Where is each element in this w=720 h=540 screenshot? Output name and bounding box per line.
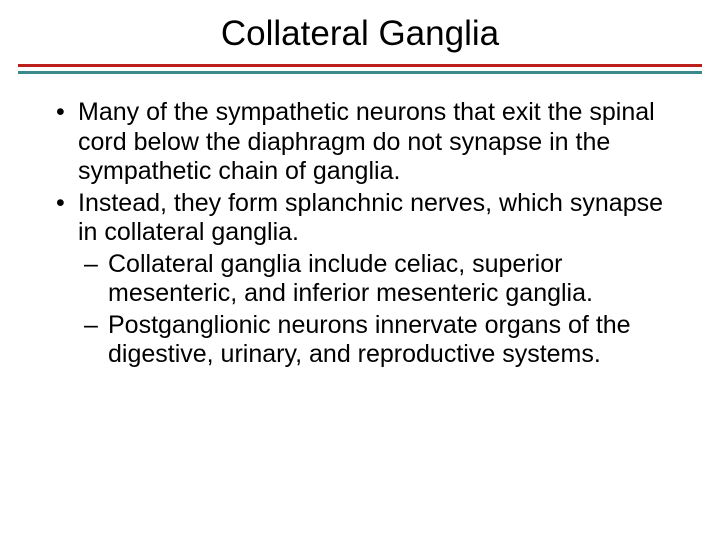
bullet-text: Collateral ganglia include celiac, super…: [108, 250, 593, 308]
bullet-text: Instead, they form splanchnic nerves, wh…: [78, 189, 663, 247]
list-item: Collateral ganglia include celiac, super…: [78, 250, 672, 309]
slide-title: Collateral Ganglia: [0, 14, 720, 64]
bullet-text: Postganglionic neurons innervate organs …: [108, 311, 631, 369]
bullet-text: Many of the sympathetic neurons that exi…: [78, 98, 655, 185]
slide-body: Many of the sympathetic neurons that exi…: [0, 74, 720, 370]
sub-bullet-list: Collateral ganglia include celiac, super…: [78, 250, 672, 370]
list-item: Instead, they form splanchnic nerves, wh…: [48, 189, 672, 370]
title-rule: [0, 64, 720, 74]
rule-top: [18, 64, 702, 67]
list-item: Many of the sympathetic neurons that exi…: [48, 98, 672, 187]
list-item: Postganglionic neurons innervate organs …: [78, 311, 672, 370]
slide: Collateral Ganglia Many of the sympathet…: [0, 0, 720, 540]
bullet-list: Many of the sympathetic neurons that exi…: [48, 98, 672, 370]
